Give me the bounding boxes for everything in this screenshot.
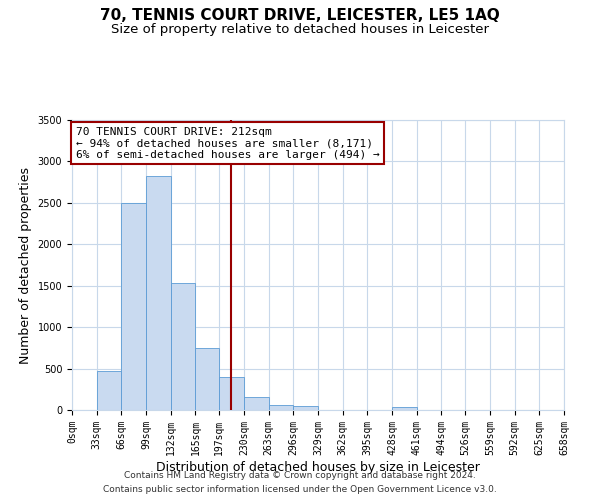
Y-axis label: Number of detached properties: Number of detached properties bbox=[19, 166, 32, 364]
Bar bbox=[97, 370, 121, 410]
Bar bbox=[121, 203, 146, 410]
Text: Contains public sector information licensed under the Open Government Licence v3: Contains public sector information licen… bbox=[103, 484, 497, 494]
Bar bbox=[146, 176, 170, 410]
Bar bbox=[392, 407, 416, 410]
Bar bbox=[196, 348, 220, 410]
Bar bbox=[244, 397, 269, 410]
Text: Size of property relative to detached houses in Leicester: Size of property relative to detached ho… bbox=[111, 22, 489, 36]
Bar bbox=[269, 404, 293, 410]
Text: 70, TENNIS COURT DRIVE, LEICESTER, LE5 1AQ: 70, TENNIS COURT DRIVE, LEICESTER, LE5 1… bbox=[100, 8, 500, 22]
Text: Contains HM Land Registry data © Crown copyright and database right 2024.: Contains HM Land Registry data © Crown c… bbox=[124, 472, 476, 480]
Bar bbox=[293, 406, 318, 410]
Bar bbox=[170, 283, 196, 410]
X-axis label: Distribution of detached houses by size in Leicester: Distribution of detached houses by size … bbox=[156, 460, 480, 473]
Text: 70 TENNIS COURT DRIVE: 212sqm
← 94% of detached houses are smaller (8,171)
6% of: 70 TENNIS COURT DRIVE: 212sqm ← 94% of d… bbox=[76, 126, 379, 160]
Bar bbox=[220, 377, 244, 410]
